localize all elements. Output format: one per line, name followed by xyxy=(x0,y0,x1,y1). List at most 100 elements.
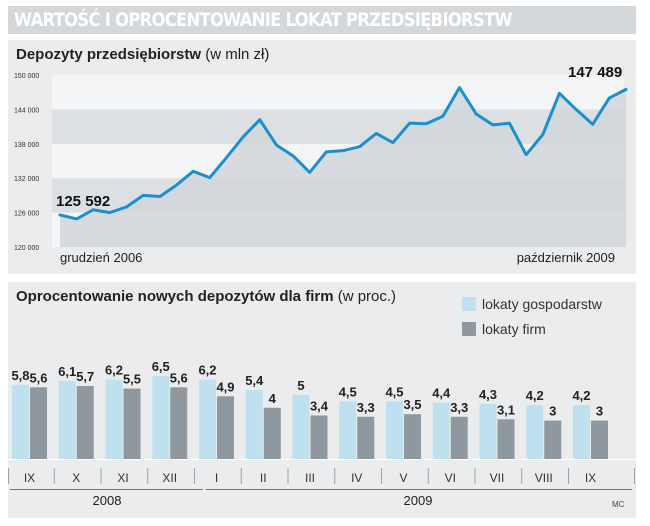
deposits-line xyxy=(58,86,628,221)
deposits-title: Depozyty przedsiębiorstw (w mln zł) xyxy=(16,46,269,63)
bar-firm-7 xyxy=(357,416,375,459)
month-label-1: X xyxy=(72,471,80,485)
bar-household-7 xyxy=(339,401,357,459)
month-label-3: XII xyxy=(162,471,177,485)
label-household-1: 6,1 xyxy=(58,364,76,379)
baseline xyxy=(8,459,636,460)
month-label-11: VIII xyxy=(535,471,553,485)
month-separator-6 xyxy=(287,468,289,484)
bar-household-1 xyxy=(58,380,76,459)
bar-household-0 xyxy=(12,384,29,459)
label-firm-6: 3,4 xyxy=(310,398,329,413)
month-separator-11 xyxy=(521,468,523,484)
label-firm-2: 5,5 xyxy=(123,372,141,387)
x-end-label: październik 2009 xyxy=(517,250,615,265)
month-label-4: I xyxy=(215,471,218,485)
legend-firm-swatch xyxy=(462,322,476,336)
rates-title-unit: (w proc.) xyxy=(333,288,397,305)
bar-household-5 xyxy=(245,389,263,459)
month-separator-9 xyxy=(427,468,429,484)
deposits-line-chart: 120 000 126 000 132 000 138 000 144 000 150 0… xyxy=(14,64,628,265)
month-label-10: VII xyxy=(490,471,505,485)
bar-household-4 xyxy=(199,379,216,459)
month-separator-end xyxy=(634,468,635,484)
bar-household-3 xyxy=(152,375,170,459)
y-tick-label-3: 138 000 xyxy=(14,142,39,149)
month-separator-10 xyxy=(474,468,476,484)
bar-household-2 xyxy=(105,379,123,459)
bar-household-9 xyxy=(432,402,450,459)
label-firm-11: 3 xyxy=(549,404,556,419)
label-firm-8: 3,5 xyxy=(403,397,421,412)
label-household-5: 5,4 xyxy=(245,373,264,388)
year-line-2008 xyxy=(10,489,203,490)
label-household-11: 4,2 xyxy=(526,388,544,403)
month-separator-7 xyxy=(334,468,336,484)
month-label-7: IV xyxy=(351,471,362,485)
month-label-8: V xyxy=(399,471,407,485)
y-tick-label-0: 120 000 xyxy=(14,245,39,252)
deposits-title-bold: Depozyty przedsiębiorstw xyxy=(16,46,202,63)
deposits-panel: Depozyty przedsiębiorstw (w mln zł) 120 … xyxy=(8,40,636,274)
month-separator-4 xyxy=(194,468,195,484)
bar-firm-9 xyxy=(450,416,468,459)
label-firm-9: 3,3 xyxy=(450,400,468,415)
year-label-2009: 2009 xyxy=(404,493,433,508)
label-household-8: 4,5 xyxy=(385,384,403,399)
month-separator-1 xyxy=(53,468,55,484)
month-separator-5 xyxy=(240,468,242,484)
first-value-label: 125 592 xyxy=(56,193,110,210)
label-firm-10: 3,1 xyxy=(497,402,515,417)
label-household-0: 5,8 xyxy=(11,368,29,383)
label-household-6: 5 xyxy=(297,378,304,393)
bar-firm-2 xyxy=(123,388,141,459)
band-3 xyxy=(52,109,624,144)
last-value-label: 147 489 xyxy=(568,64,622,81)
credit: MC xyxy=(612,500,625,509)
bar-firm-0 xyxy=(30,387,47,459)
month-label-6: III xyxy=(305,471,315,485)
title-bar: WARTOŚĆ I OPROCENTOWANIE LOKAT PRZEDSIĘB… xyxy=(8,6,636,34)
label-firm-5: 4 xyxy=(269,391,277,406)
label-firm-0: 5,6 xyxy=(29,370,47,385)
y-tick-label-1: 126 000 xyxy=(14,211,39,218)
band-4 xyxy=(52,75,624,110)
y-tick-label-4: 144 000 xyxy=(14,107,39,114)
rates-title: Oprocentowanie nowych depozytów dla firm… xyxy=(16,288,396,305)
y-tick-label-5: 150 000 xyxy=(14,73,39,80)
label-household-9: 4,4 xyxy=(432,386,451,401)
month-label-9: VI xyxy=(445,471,456,485)
bar-firm-6 xyxy=(310,415,328,459)
deposits-area xyxy=(60,87,626,247)
month-label-0: IX xyxy=(24,471,35,485)
month-label-5: II xyxy=(260,471,267,485)
label-household-3: 6,5 xyxy=(152,359,170,374)
legend-household-label: lokaty gospodarstw xyxy=(482,296,602,312)
label-household-2: 6,2 xyxy=(105,363,123,378)
bar-household-10 xyxy=(479,403,497,459)
month-label-12: IX xyxy=(585,471,596,485)
rates-panel: Oprocentowanie nowych depozytów dla firm… xyxy=(8,282,636,518)
month-separator-start xyxy=(8,468,9,484)
label-household-4: 6,2 xyxy=(198,363,216,378)
month-separator-2 xyxy=(100,468,102,484)
bar-firm-11 xyxy=(544,420,562,459)
bar-household-8 xyxy=(386,401,403,459)
bar-firm-1 xyxy=(76,386,94,459)
x-start-label: grudzień 2006 xyxy=(60,250,142,265)
y-tick-label-2: 132 000 xyxy=(14,176,39,183)
label-household-10: 4,3 xyxy=(479,387,497,402)
month-separator-3 xyxy=(147,468,149,484)
bar-firm-4 xyxy=(217,396,234,459)
bar-firm-12 xyxy=(591,420,608,459)
label-firm-4: 4,9 xyxy=(216,379,234,394)
bar-firm-5 xyxy=(263,407,281,459)
year-label-2008: 2008 xyxy=(93,493,122,508)
month-label-2: XI xyxy=(117,471,128,485)
month-separator-8 xyxy=(381,468,382,484)
bar-firm-10 xyxy=(497,419,515,459)
label-firm-1: 5,7 xyxy=(76,369,94,384)
bar-household-11 xyxy=(526,405,544,459)
label-household-12: 4,2 xyxy=(572,388,590,403)
